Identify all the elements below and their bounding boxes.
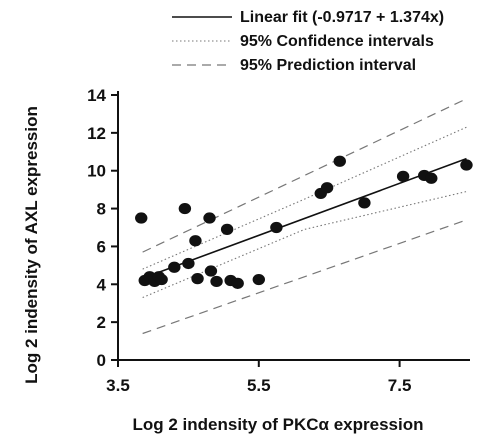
fit-line-group — [142, 157, 467, 280]
y-axis-title: Log 2 indensity of AXL expression — [22, 106, 41, 384]
data-points — [135, 155, 473, 289]
legend-label-dotted: 95% Confidence intervals — [240, 33, 434, 50]
data-point — [220, 223, 234, 235]
y-tick-label: 6 — [97, 237, 106, 256]
data-point — [189, 235, 202, 247]
prediction-upper-line — [142, 98, 467, 253]
data-point — [178, 202, 192, 215]
y-tick-label: 8 — [97, 200, 106, 219]
legend-label-dashed: 95% Prediction interval — [240, 57, 416, 74]
data-point — [320, 182, 334, 194]
y-tick-label: 12 — [87, 124, 106, 143]
x-tick-label: 5.5 — [247, 376, 271, 395]
legend: Linear fit (-0.9717 + 1.374x) 95% Confide… — [172, 9, 444, 74]
data-point — [203, 212, 216, 224]
data-point — [168, 261, 181, 273]
data-point — [135, 212, 148, 224]
axes: 0 2 4 6 8 10 12 14 3.5 5.5 7.5 — [87, 86, 470, 395]
data-point — [231, 277, 244, 289]
y-tick-label: 2 — [97, 313, 106, 332]
confidence-upper-line — [142, 126, 467, 270]
data-point — [204, 265, 218, 277]
data-point — [252, 273, 265, 286]
data-point — [155, 273, 168, 286]
data-point — [191, 273, 204, 285]
legend-label-solid: Linear fit (-0.9717 + 1.374x) — [240, 9, 444, 26]
interval-bands — [142, 98, 467, 335]
y-tick-label: 10 — [87, 162, 106, 181]
data-point — [425, 172, 438, 184]
x-tick-label: 3.5 — [106, 376, 130, 395]
linear-fit-line — [142, 157, 467, 280]
y-tick-label: 14 — [87, 86, 106, 105]
x-axis-title: Log 2 indensity of PKCα expression — [132, 415, 423, 434]
data-point — [358, 197, 371, 209]
data-point — [333, 155, 346, 167]
data-point — [460, 159, 473, 171]
y-tick-label: 0 — [97, 351, 106, 370]
data-point — [396, 170, 410, 182]
prediction-lower-line — [142, 219, 467, 335]
x-tick-label: 7.5 — [388, 376, 412, 395]
data-point — [270, 221, 283, 234]
data-point — [210, 275, 223, 288]
y-tick-label: 4 — [97, 275, 107, 294]
data-point — [182, 257, 195, 270]
